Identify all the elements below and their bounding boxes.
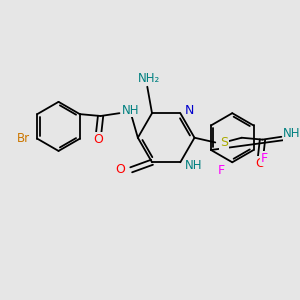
Text: N: N [185, 104, 194, 117]
Text: F: F [218, 164, 225, 177]
Text: Br: Br [16, 132, 30, 145]
Text: O: O [94, 133, 103, 146]
Text: NH: NH [122, 104, 140, 117]
Text: NH₂: NH₂ [138, 72, 160, 85]
Text: O: O [256, 157, 266, 170]
Text: F: F [261, 152, 268, 165]
Text: NH: NH [283, 127, 300, 140]
Text: O: O [115, 163, 124, 176]
Text: S: S [220, 136, 228, 149]
Text: NH: NH [185, 159, 202, 172]
